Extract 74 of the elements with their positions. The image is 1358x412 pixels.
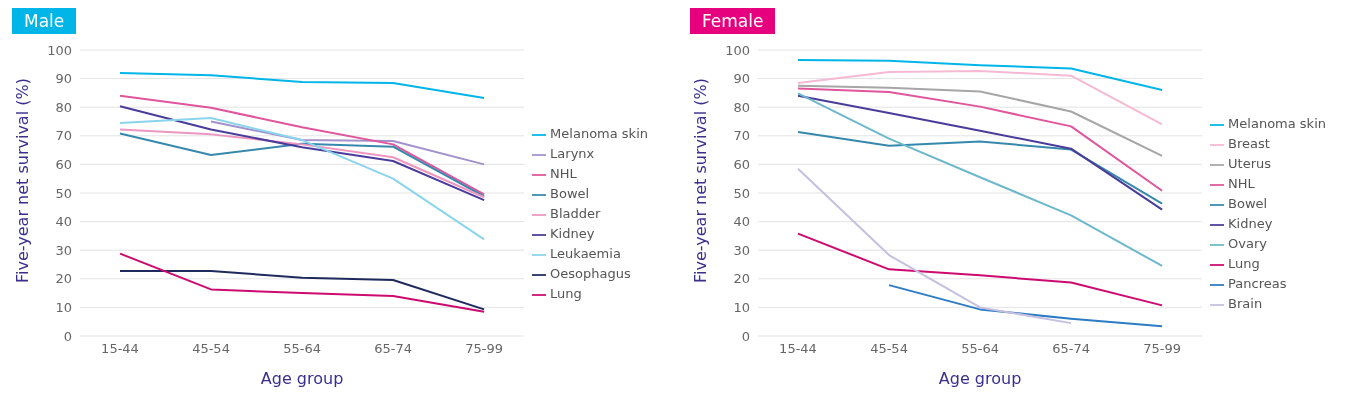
x-tick-label: 45-54 [870,341,908,357]
legend-label: Ovary [1228,236,1268,251]
line-series [119,270,486,311]
y-tick-label: 30 [55,242,72,258]
x-tick-label: 15-44 [779,341,817,357]
legend-label: Larynx [550,146,595,161]
y-tick-label: 20 [55,271,72,287]
x-tick-label: 65-74 [1052,341,1090,357]
legend-label: Bowel [1228,196,1268,211]
line-series [797,92,1164,267]
y-tick-label: 50 [55,185,72,201]
y-axis-title: Five-year net survival (%) [12,78,32,283]
legend-label: Leukaemia [550,246,621,261]
line-series [797,59,1164,92]
x-tick-label: 75-99 [1143,341,1181,357]
legend-label: Bladder [550,206,601,221]
y-tick-label: 10 [55,300,72,316]
line-series [119,117,486,241]
y-tick-label: 80 [55,99,72,115]
x-axis-title: Age group [938,369,1022,388]
legend-label: NHL [550,166,577,181]
legend-label: Pancreas [1228,276,1287,291]
line-series [119,105,486,202]
y-axis-title: Five-year net survival (%) [690,78,710,283]
chart-title: Female [690,8,776,34]
legend-label: Bowel [550,186,590,201]
legend-label: Oesophagus [550,266,631,281]
line-series [797,131,1164,205]
y-tick-label: 40 [733,214,750,230]
y-tick-label: 30 [733,242,750,258]
y-tick-label: 100 [725,42,750,58]
x-axis-title: Age group [260,369,344,388]
y-tick-label: 60 [733,157,750,173]
legend-label: Breast [1228,136,1270,151]
line-series [797,84,1164,157]
y-tick-label: 0 [741,328,750,344]
line-series [210,120,486,166]
line-series [797,167,1073,325]
x-tick-label: 15-44 [101,341,139,357]
legend-label: Uterus [1228,156,1272,171]
legend-label: Kidney [1228,216,1273,231]
y-tick-label: 100 [47,42,72,58]
line-series [797,232,1164,307]
y-tick-label: 10 [733,300,750,316]
x-tick-label: 55-64 [961,341,999,357]
legend-label: Kidney [550,226,595,241]
y-tick-label: 0 [63,328,72,344]
x-tick-label: 65-74 [374,341,412,357]
legend-label: NHL [1228,176,1255,191]
y-tick-label: 70 [733,128,750,144]
line-series [797,69,1164,126]
line-series [797,87,1164,192]
y-tick-label: 80 [733,99,750,115]
line-series [888,284,1164,328]
line-series [797,94,1164,211]
y-tick-label: 60 [55,157,72,173]
line-series [119,252,486,313]
y-tick-label: 90 [55,71,72,87]
line-series [119,71,486,100]
y-tick-label: 20 [733,271,750,287]
legend-label: Lung [550,286,582,301]
x-tick-label: 75-99 [465,341,503,357]
chart-title: Male [12,8,77,34]
x-tick-label: 55-64 [283,341,321,357]
y-tick-label: 70 [55,128,72,144]
y-tick-label: 40 [55,214,72,230]
legend-label: Melanoma skin [550,126,648,141]
legend-label: Melanoma skin [1228,116,1326,131]
x-tick-label: 45-54 [192,341,230,357]
y-tick-label: 50 [733,185,750,201]
y-tick-label: 90 [733,71,750,87]
legend-label: Brain [1228,296,1263,311]
line-series [119,94,486,196]
legend-label: Lung [1228,256,1260,271]
